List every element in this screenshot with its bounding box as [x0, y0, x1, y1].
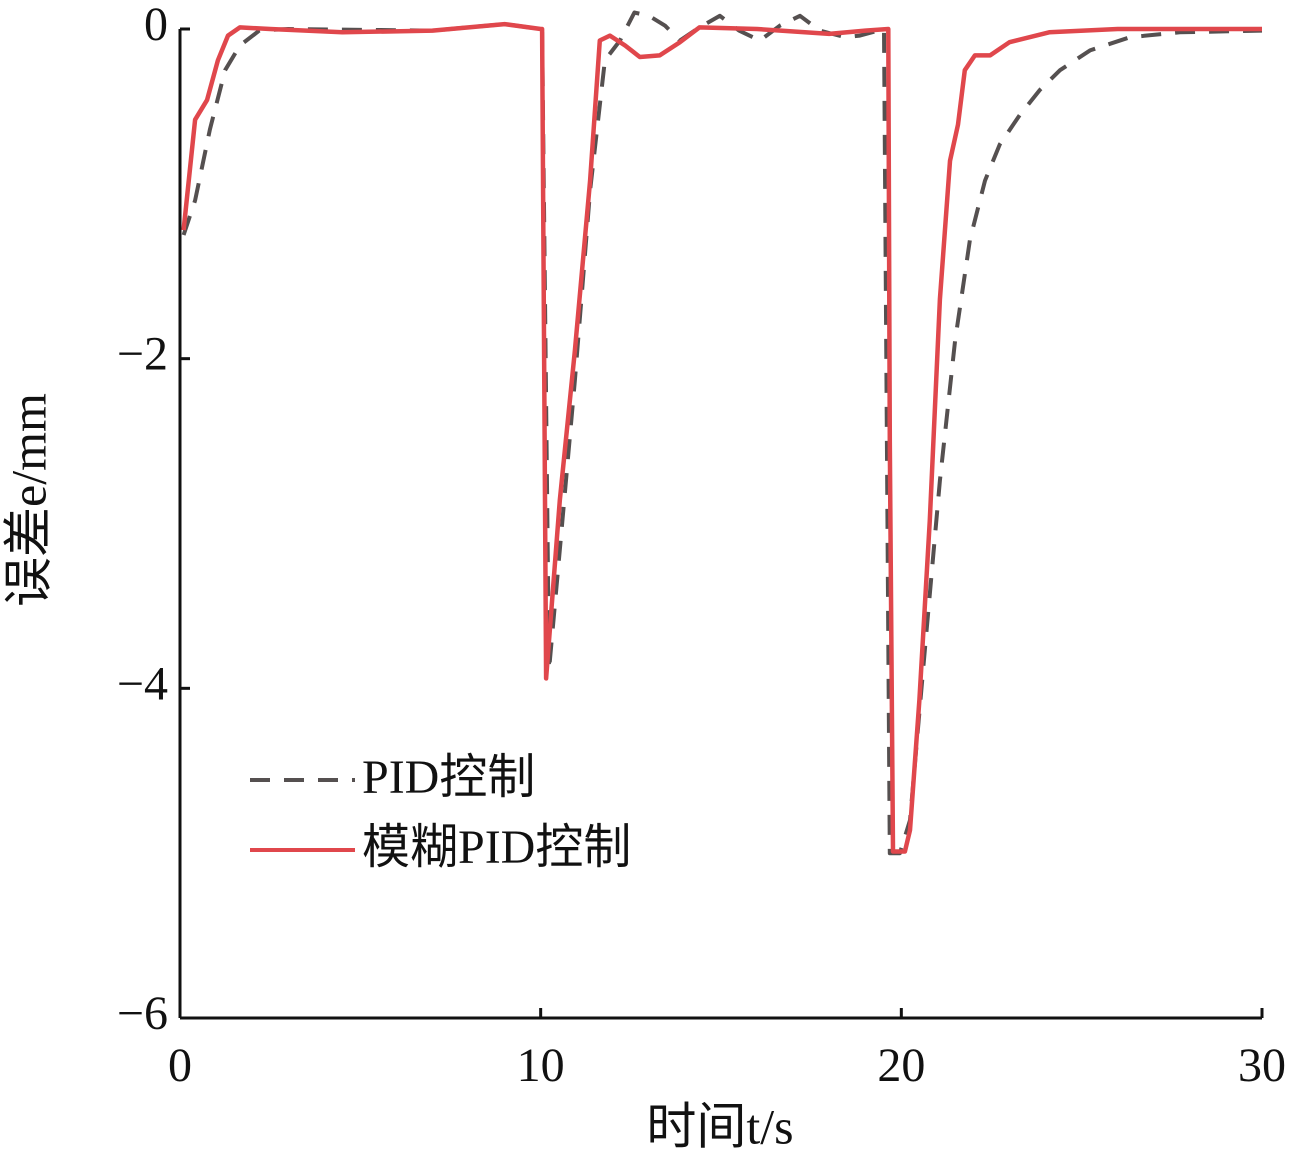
y-tick-label: 0 — [144, 0, 168, 51]
x-tick-label: 10 — [517, 1039, 565, 1092]
y-tick-label: −6 — [117, 987, 168, 1040]
x-axis-label: 时间t/s — [646, 1098, 793, 1154]
x-tick-label: 30 — [1238, 1039, 1286, 1092]
x-tick-label: 0 — [168, 1039, 192, 1092]
legend-text: PID控制 — [362, 751, 535, 804]
series-line — [181, 21, 1262, 854]
y-tick-label: −2 — [117, 328, 168, 381]
y-axis-label: 误差e/mm — [0, 393, 56, 607]
x-tick-label: 20 — [877, 1039, 925, 1092]
y-tick-label: −4 — [117, 657, 168, 710]
series-line — [181, 10, 1263, 856]
legend-text: 模糊PID控制 — [362, 821, 631, 874]
